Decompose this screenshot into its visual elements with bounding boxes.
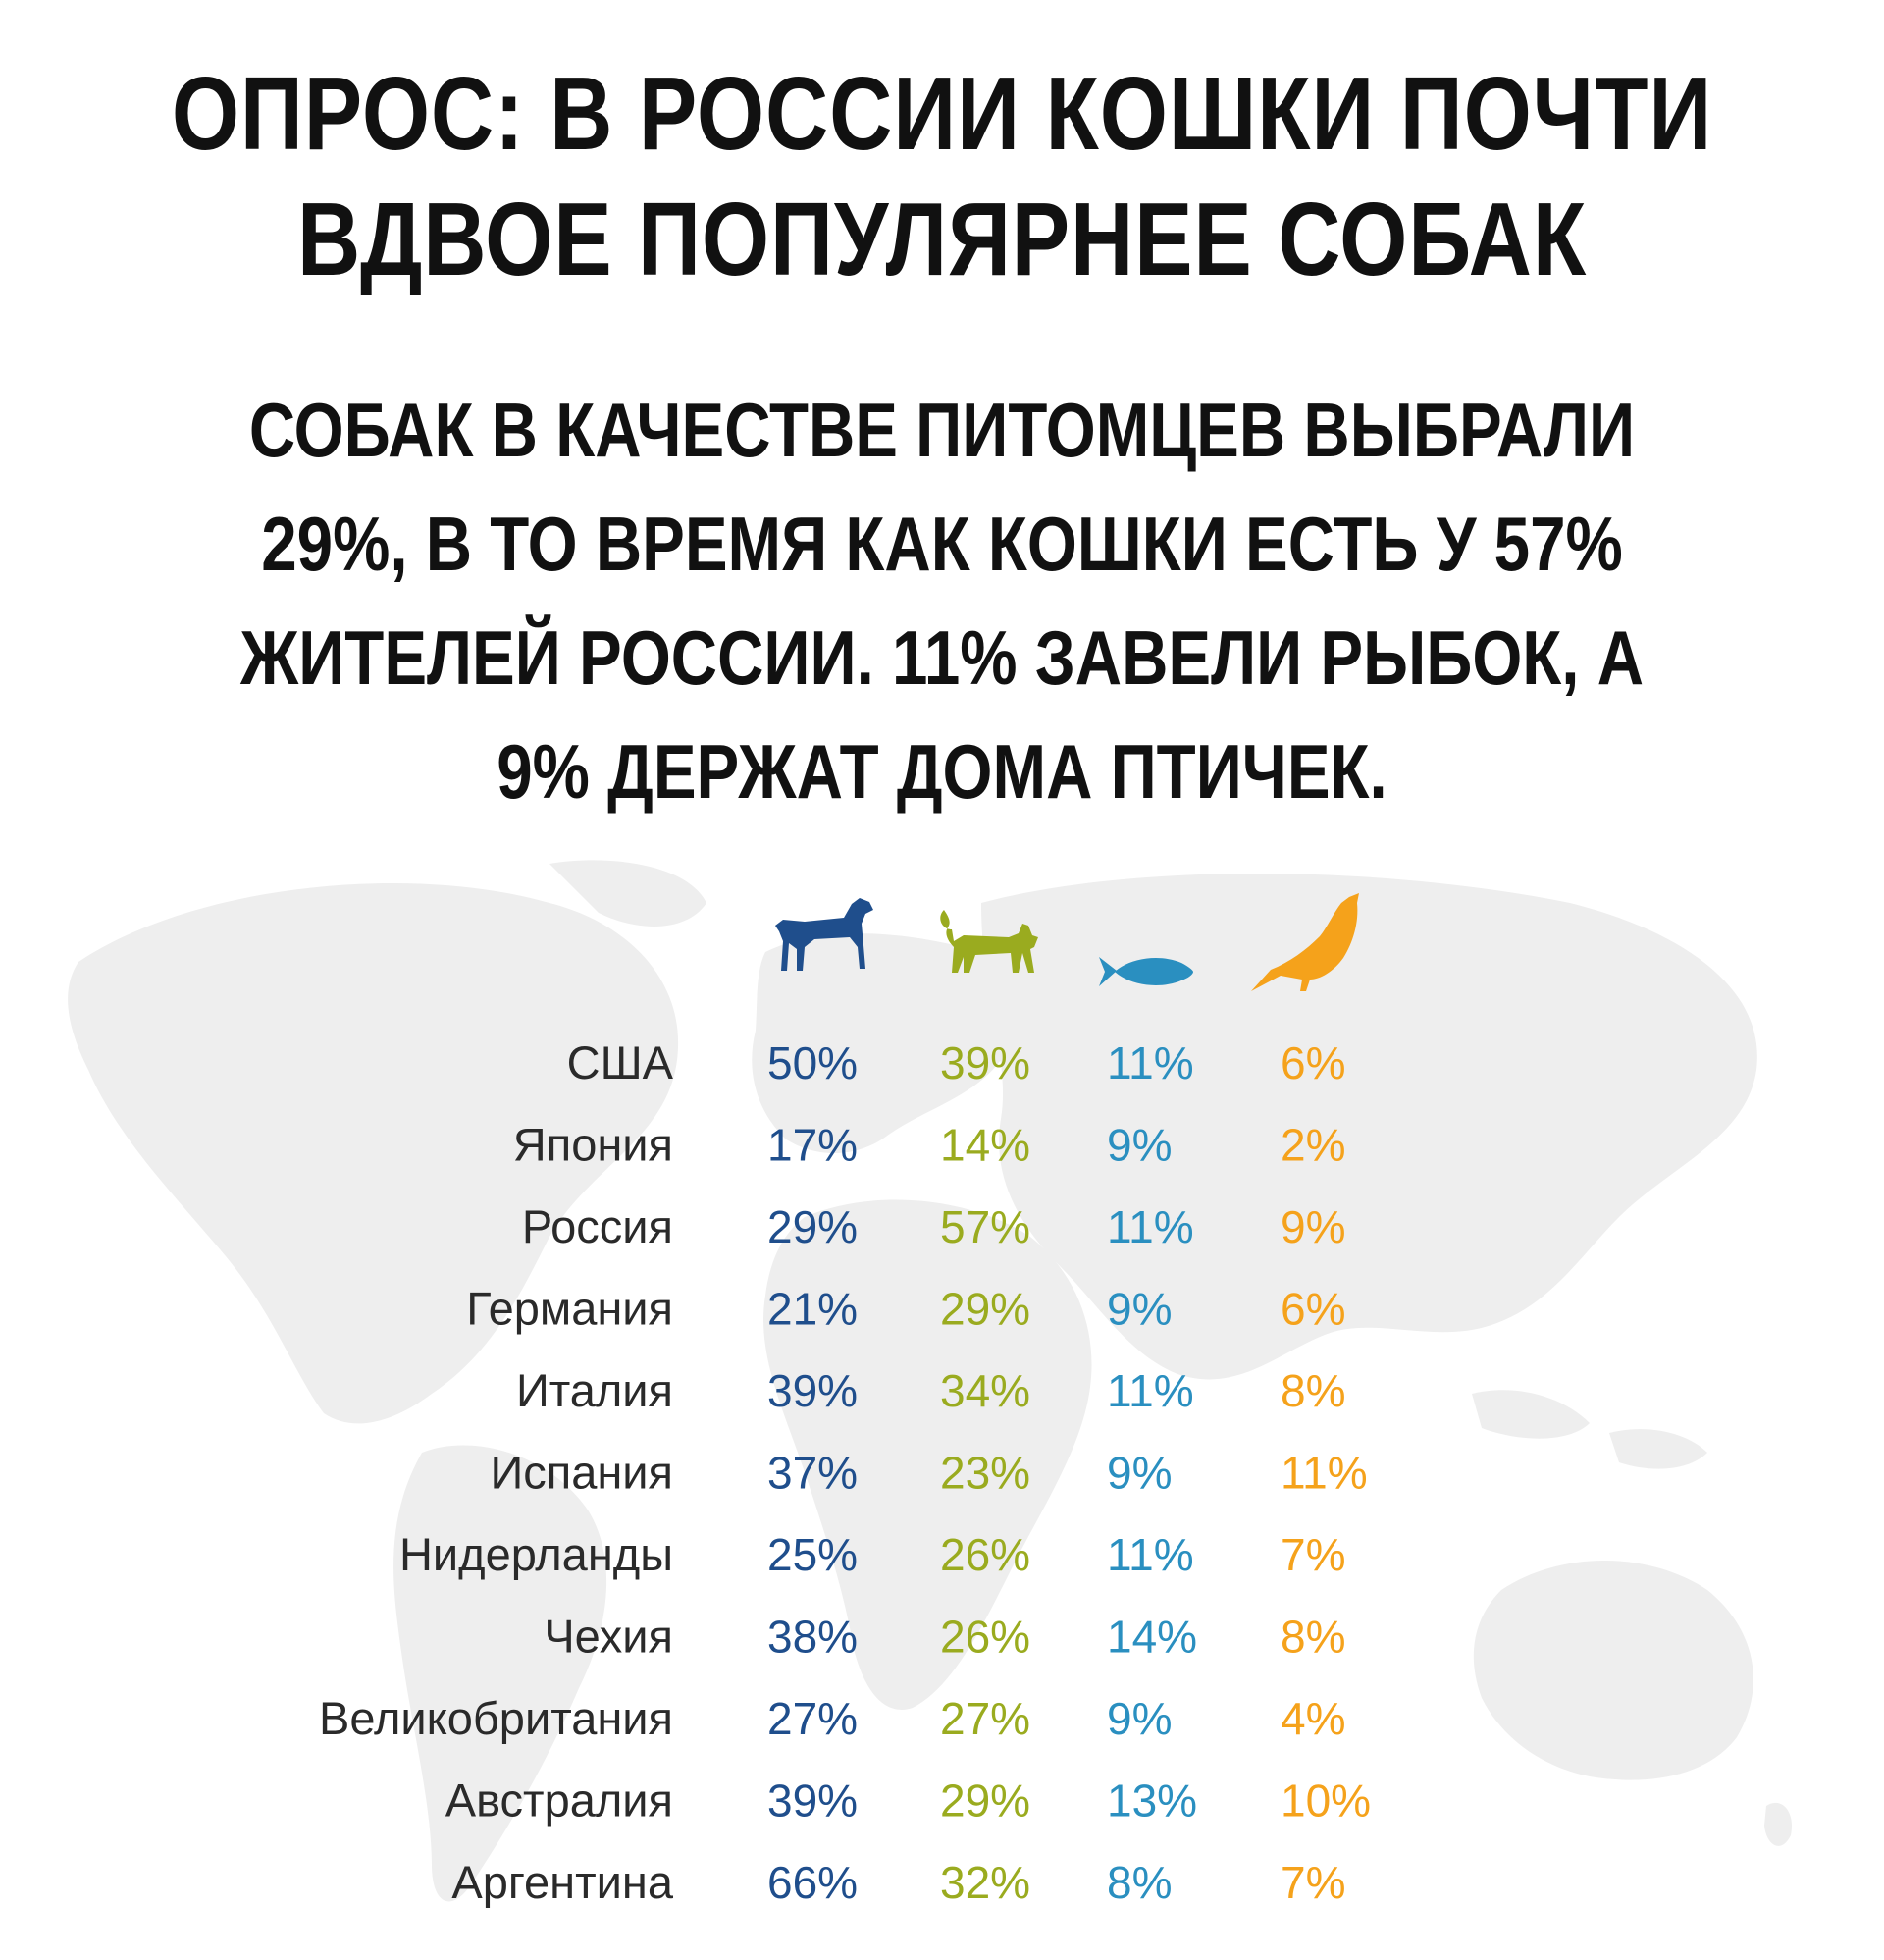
value-cell: 39% bbox=[767, 1365, 858, 1416]
value-cell: 8% bbox=[1107, 1857, 1172, 1908]
country-label: Австралия bbox=[445, 1775, 673, 1827]
country-label: США bbox=[567, 1036, 674, 1088]
value-cell: 7% bbox=[1281, 1529, 1345, 1580]
value-cell: 9% bbox=[1107, 1693, 1172, 1744]
country-label: Германия bbox=[466, 1283, 673, 1335]
value-cell: 9% bbox=[1107, 1284, 1172, 1335]
title: ОПРОС: В РОССИИ КОШКИ ПОЧТИ ВДВОЕ ПОПУЛЯ… bbox=[151, 51, 1734, 302]
value-cell: 9% bbox=[1107, 1120, 1172, 1171]
title-line-2: ВДВОЕ ПОПУЛЯРНЕЕ СОБАК bbox=[296, 182, 1588, 297]
value-cell: 7% bbox=[1281, 1857, 1345, 1908]
value-cell: 9% bbox=[1107, 1448, 1172, 1499]
value-cell: 29% bbox=[767, 1201, 858, 1252]
country-label: Россия bbox=[522, 1200, 673, 1252]
value-cell: 29% bbox=[940, 1775, 1030, 1827]
value-cell: 29% bbox=[940, 1284, 1030, 1335]
value-cell: 14% bbox=[940, 1120, 1030, 1171]
value-cell: 27% bbox=[767, 1693, 858, 1744]
value-cell: 39% bbox=[940, 1037, 1030, 1088]
fish-icon bbox=[1099, 957, 1193, 986]
value-cell: 8% bbox=[1281, 1365, 1345, 1416]
subtitle: СОБАК В КАЧЕСТВЕ ПИТОМЦЕВ ВЫБРАЛИ 29%, В… bbox=[151, 373, 1734, 828]
value-cell: 14% bbox=[1107, 1612, 1197, 1663]
value-cell: 6% bbox=[1281, 1284, 1345, 1335]
value-cell: 32% bbox=[940, 1857, 1030, 1908]
world-map-background bbox=[68, 860, 1792, 1902]
value-cell: 57% bbox=[940, 1201, 1030, 1252]
dog-icon bbox=[775, 898, 873, 971]
value-cell: 34% bbox=[940, 1365, 1030, 1416]
country-label: Италия bbox=[516, 1364, 673, 1416]
value-cell: 2% bbox=[1281, 1120, 1345, 1171]
value-cell: 11% bbox=[1107, 1529, 1194, 1580]
subtitle-line-4: 9% ДЕРЖАТ ДОМА ПТИЧЕК. bbox=[497, 728, 1387, 815]
value-cell: 37% bbox=[767, 1448, 858, 1499]
value-cell: 26% bbox=[940, 1612, 1030, 1663]
value-cell: 13% bbox=[1107, 1775, 1197, 1827]
value-cell: 38% bbox=[767, 1612, 858, 1663]
value-cell: 50% bbox=[767, 1037, 858, 1088]
value-cell: 23% bbox=[940, 1448, 1030, 1499]
subtitle-line-3: ЖИТЕЛЕЙ РОССИИ. 11% ЗАВЕЛИ РЫБОК, А bbox=[239, 614, 1645, 701]
value-cell: 21% bbox=[767, 1284, 858, 1335]
value-cell: 11% bbox=[1107, 1037, 1194, 1088]
value-cell: 4% bbox=[1281, 1693, 1345, 1744]
country-label: Испания bbox=[490, 1447, 673, 1499]
title-line-1: ОПРОС: В РОССИИ КОШКИ ПОЧТИ bbox=[171, 56, 1713, 172]
value-cell: 39% bbox=[767, 1775, 858, 1827]
value-cell: 17% bbox=[767, 1120, 858, 1171]
value-cell: 11% bbox=[1107, 1201, 1194, 1252]
value-cell: 11% bbox=[1107, 1365, 1194, 1416]
bird-icon bbox=[1251, 893, 1359, 991]
value-cell: 25% bbox=[767, 1529, 858, 1580]
value-cell: 10% bbox=[1281, 1775, 1371, 1827]
subtitle-line-2: 29%, В ТО ВРЕМЯ КАК КОШКИ ЕСТЬ У 57% bbox=[261, 501, 1623, 587]
value-cell: 66% bbox=[767, 1857, 858, 1908]
value-cell: 26% bbox=[940, 1529, 1030, 1580]
value-cell: 8% bbox=[1281, 1612, 1345, 1663]
country-label: Великобритания bbox=[319, 1692, 673, 1744]
country-label: Аргентина bbox=[451, 1856, 673, 1908]
value-cell: 9% bbox=[1281, 1201, 1345, 1252]
country-label: Япония bbox=[513, 1119, 673, 1171]
value-cell: 11% bbox=[1281, 1448, 1368, 1499]
cat-icon bbox=[940, 910, 1038, 973]
subtitle-line-1: СОБАК В КАЧЕСТВЕ ПИТОМЦЕВ ВЫБРАЛИ bbox=[248, 387, 1636, 473]
value-cell: 6% bbox=[1281, 1037, 1345, 1088]
value-cell: 27% bbox=[940, 1693, 1030, 1744]
country-label: Нидерланды bbox=[399, 1528, 673, 1580]
country-label: Чехия bbox=[544, 1611, 673, 1663]
